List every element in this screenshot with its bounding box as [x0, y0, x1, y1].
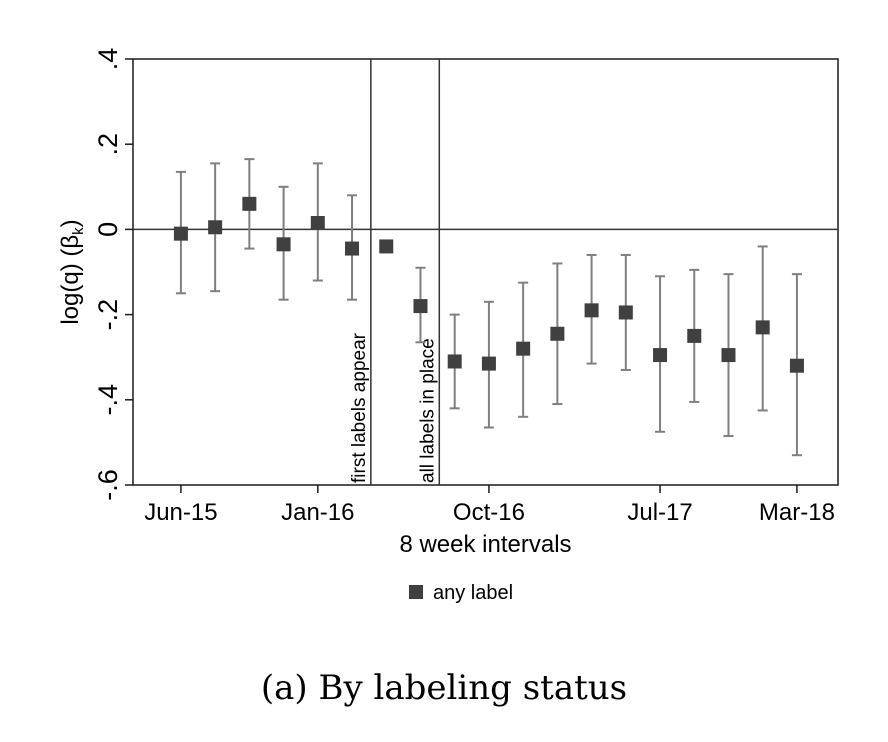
x-tick-label: Oct-16 [453, 499, 525, 526]
data-point [755, 320, 770, 335]
y-tick-label: -.2 [93, 299, 123, 331]
x-tick-label: Mar-18 [759, 499, 835, 526]
legend-marker [409, 585, 423, 599]
data-point [310, 216, 325, 231]
vline-label-2: all labels in place [417, 338, 438, 483]
x-tick-label: Jun-15 [144, 499, 217, 526]
data-point [208, 220, 223, 235]
chart: first labels appear all labels in place -.… [57, 48, 839, 604]
data-point [345, 241, 360, 256]
data-point [173, 226, 188, 241]
data-point [413, 299, 428, 314]
data-point [276, 237, 291, 252]
x-tick-label: Jan-16 [281, 499, 354, 526]
data-point [550, 326, 565, 341]
data-point [687, 328, 702, 343]
x-axis-title: 8 week intervals [399, 531, 571, 558]
data-point [584, 303, 599, 318]
y-tick-label: -.4 [93, 384, 123, 416]
data-point [242, 196, 257, 211]
data-point [721, 348, 736, 363]
data-point [516, 341, 531, 356]
y-axis-title: log(q) (βk) [57, 219, 87, 324]
data-point [789, 358, 804, 373]
x-tick-label: Jul-17 [627, 499, 692, 526]
data-point [481, 356, 496, 371]
y-tick-label: -.6 [93, 469, 123, 501]
data-point [618, 305, 633, 320]
data-point [447, 354, 462, 369]
plot-frame [132, 58, 839, 486]
data-point [379, 239, 394, 254]
legend-label: any label [433, 582, 513, 604]
y-tick-label: .4 [93, 48, 123, 71]
vline-label-1: first labels appear [349, 332, 370, 483]
y-tick-label: 0 [93, 222, 123, 237]
figure-caption: (a) By labeling status [260, 668, 628, 708]
y-tick-label: .2 [93, 133, 123, 156]
data-point [653, 348, 668, 363]
